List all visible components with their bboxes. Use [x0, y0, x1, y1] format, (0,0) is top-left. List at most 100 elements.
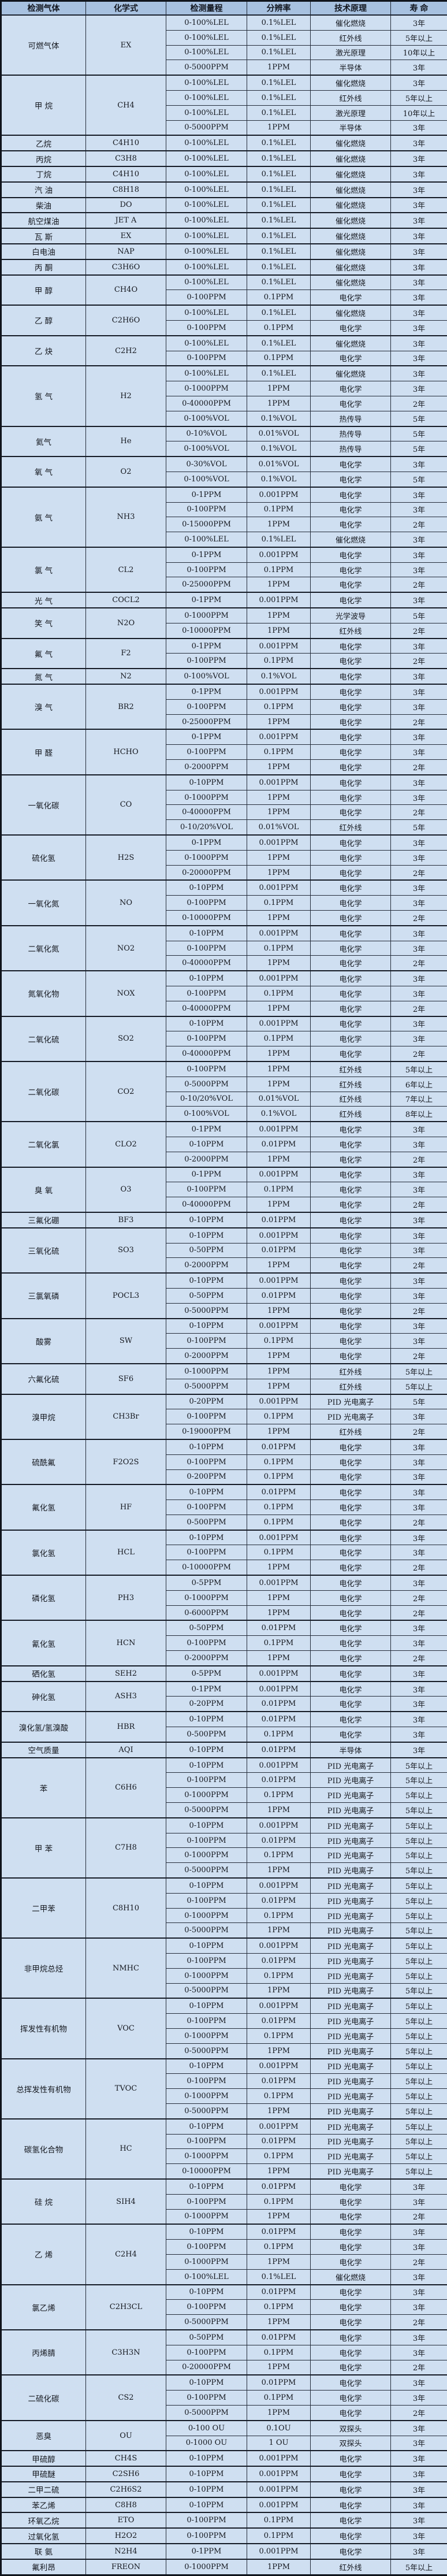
- principle-cell: 热传导: [311, 441, 391, 456]
- resolution-cell: 0.001PPM: [247, 880, 311, 895]
- resolution-cell: 0.01%VOL: [247, 820, 311, 835]
- range-cell: 0-19000PPM: [166, 1424, 247, 1439]
- resolution-cell: 0.1PPM: [247, 2149, 311, 2164]
- lifespan-cell: 3年: [391, 381, 447, 396]
- lifespan-cell: 10年以上: [391, 45, 447, 60]
- principle-cell: PID 光电离子: [311, 1803, 391, 1818]
- lifespan-cell: 3年: [391, 2482, 447, 2497]
- lifespan-cell: 3年: [391, 2436, 447, 2451]
- principle-cell: 电化学: [311, 2209, 391, 2224]
- lifespan-cell: 5年以上: [391, 1061, 447, 1077]
- resolution-cell: 0.1PPM: [247, 1409, 311, 1424]
- principle-cell: 催化燃烧: [311, 366, 391, 381]
- principle-cell: 电化学: [311, 2528, 391, 2544]
- range-cell: 0-1PPM: [166, 487, 247, 502]
- resolution-cell: 0.01PPM: [247, 2014, 311, 2029]
- gas-name-cell: 甲硫醚: [1, 2466, 86, 2482]
- resolution-cell: 1PPM: [247, 1590, 311, 1605]
- range-cell: 0-20000PPM: [166, 2360, 247, 2375]
- formula-cell: O3: [86, 1167, 166, 1212]
- range-cell: 0-100%VOL: [166, 411, 247, 426]
- principle-cell: 催化燃烧: [311, 213, 391, 228]
- gas-name-cell: 二氧化硫: [1, 1016, 86, 1061]
- principle-cell: PID 光电离子: [311, 1833, 391, 1848]
- lifespan-cell: 3年: [391, 1575, 447, 1590]
- range-cell: 0-100%LEL: [166, 166, 247, 182]
- formula-cell: SIH4: [86, 2179, 166, 2224]
- principle-cell: 电化学: [311, 320, 391, 335]
- range-cell: 0-1000 OU: [166, 2436, 247, 2451]
- resolution-cell: 0.001PPM: [247, 1319, 311, 1334]
- principle-cell: 电化学: [311, 1651, 391, 1666]
- resolution-cell: 0.01PPM: [247, 1288, 311, 1303]
- lifespan-cell: 2年: [391, 2209, 447, 2224]
- resolution-cell: 0.1%LEL: [247, 15, 311, 30]
- range-cell: 0-1PPM: [166, 684, 247, 699]
- gas-name-cell: 非甲烷总烃: [1, 1938, 86, 1998]
- resolution-cell: 1PPM: [247, 2103, 311, 2118]
- principle-cell: 催化燃烧: [311, 259, 391, 275]
- gas-name-cell: 氯 气: [1, 547, 86, 592]
- resolution-cell: 0.1%LEL: [247, 166, 311, 182]
- principle-cell: PID 光电离子: [311, 1773, 391, 1788]
- resolution-cell: 0.1PPM: [247, 2194, 311, 2209]
- lifespan-cell: 3年: [391, 259, 447, 275]
- range-cell: 0-1PPM: [166, 592, 247, 608]
- gas-name-cell: 丙 酮: [1, 259, 86, 275]
- lifespan-cell: 3年: [391, 2269, 447, 2284]
- gas-name-cell: 柴油: [1, 198, 86, 213]
- lifespan-cell: 5年以上: [391, 2559, 447, 2575]
- range-cell: 0-5000PPM: [166, 1863, 247, 1878]
- resolution-cell: 0.1PPM: [247, 1636, 311, 1651]
- gas-name-cell: 过氧化氢: [1, 2528, 86, 2544]
- gas-name-cell: 白电油: [1, 244, 86, 259]
- principle-cell: 催化燃烧: [311, 151, 391, 166]
- resolution-cell: 0.1PPM: [247, 941, 311, 956]
- range-cell: 0-100PPM: [166, 1409, 247, 1424]
- lifespan-cell: 2年: [391, 1197, 447, 1212]
- formula-cell: POCL3: [86, 1273, 166, 1318]
- principle-cell: 电化学: [311, 396, 391, 411]
- principle-cell: 电化学: [311, 1560, 391, 1575]
- range-cell: 0-1PPM: [166, 2544, 247, 2559]
- principle-cell: 热传导: [311, 426, 391, 441]
- lifespan-cell: 3年: [391, 2179, 447, 2194]
- range-cell: 0-100PPM: [166, 1954, 247, 1969]
- lifespan-cell: 3年: [391, 1288, 447, 1303]
- resolution-cell: 0.1PPM: [247, 1031, 311, 1046]
- lifespan-cell: 3年: [391, 275, 447, 290]
- principle-cell: 电化学: [311, 1666, 391, 1682]
- range-cell: 0-100%LEL: [166, 2269, 247, 2284]
- principle-cell: 电化学: [311, 1515, 391, 1530]
- resolution-cell: 0.1%VOL: [247, 411, 311, 426]
- principle-cell: 红外线: [311, 1092, 391, 1107]
- lifespan-cell: 5年以上: [391, 2164, 447, 2179]
- resolution-cell: 0.1PPM: [247, 1182, 311, 1197]
- range-cell: 0-10PPM: [166, 1530, 247, 1545]
- header-formula: 化学式: [86, 1, 166, 16]
- range-cell: 0-1PPM: [166, 547, 247, 562]
- range-cell: 0-10PPM: [166, 1319, 247, 1334]
- lifespan-cell: 2年: [391, 1560, 447, 1575]
- lifespan-cell: 3年: [391, 835, 447, 850]
- lifespan-cell: 5年以上: [391, 2119, 447, 2134]
- lifespan-cell: 3年: [391, 1545, 447, 1560]
- lifespan-cell: 5年以上: [391, 30, 447, 45]
- lifespan-cell: 3年: [391, 1409, 447, 1424]
- resolution-cell: 0.1%LEL: [247, 198, 311, 213]
- resolution-cell: 0.1%LEL: [247, 228, 311, 244]
- range-cell: 0-20PPM: [166, 1697, 247, 1712]
- resolution-cell: 1PPM: [247, 790, 311, 805]
- range-cell: 0-20PPM: [166, 1394, 247, 1409]
- lifespan-cell: 3年: [391, 1530, 447, 1545]
